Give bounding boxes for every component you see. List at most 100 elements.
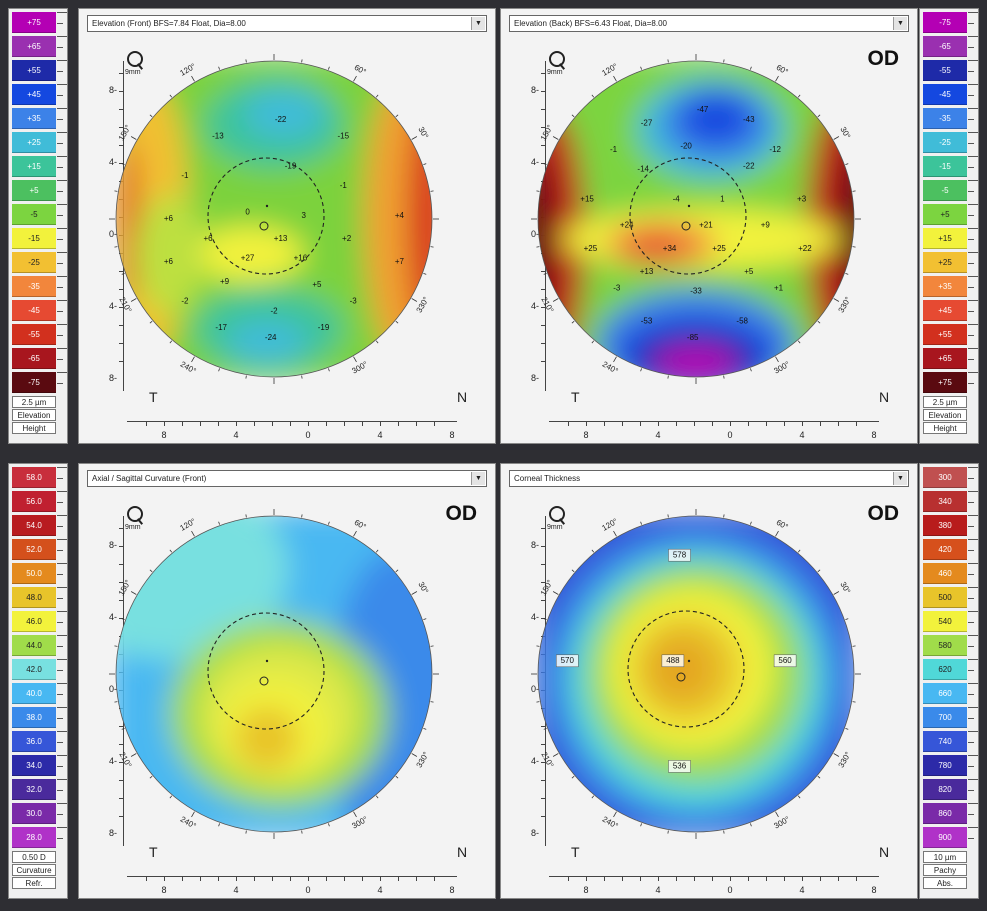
- scale-label-1: Elevation: [923, 409, 967, 421]
- degree-label: 120°: [600, 62, 619, 78]
- apex-marker: [687, 659, 691, 663]
- map-value: +5: [312, 280, 322, 289]
- map-value: +13: [274, 234, 288, 243]
- scale-swatch: +25: [12, 132, 56, 153]
- scale-swatch: -55: [923, 60, 967, 81]
- zoom-label: 9mm: [547, 69, 563, 76]
- panel-elevation-front[interactable]: Elevation (Front) BFS=7.84 Float, Dia=8.…: [78, 8, 496, 444]
- map-value: 488: [666, 656, 680, 665]
- map-type-dropdown[interactable]: Elevation (Back) BFS=6.43 Float, Dia=8.0…: [509, 15, 909, 32]
- radial-tick: [845, 163, 849, 165]
- radial-tick: [191, 530, 195, 537]
- degree-label: 330°: [837, 295, 853, 314]
- topography-map[interactable]: 90°60°30°0°330°300°270°240°210°180°150°1…: [531, 509, 861, 839]
- radial-tick: [411, 136, 418, 140]
- degree-label: 120°: [178, 517, 197, 533]
- apex-marker: [265, 204, 269, 208]
- scale-swatch: -75: [923, 12, 967, 33]
- chevron-down-icon[interactable]: ▼: [471, 17, 485, 30]
- scale-tick: [968, 252, 978, 273]
- scale-tick: [57, 491, 67, 512]
- scale-tick: [968, 803, 978, 824]
- radial-tick: [750, 66, 752, 70]
- scale-tick: [57, 635, 67, 656]
- radial-tick: [613, 530, 617, 537]
- x-tick-label: 4: [377, 430, 383, 440]
- zoom-icon[interactable]: 9mm: [547, 506, 571, 532]
- degree-label: 150°: [117, 578, 133, 597]
- map-value: -14: [637, 165, 649, 174]
- radial-tick: [301, 375, 303, 379]
- map-value: -2: [270, 307, 278, 316]
- y-tick-label: 4-: [108, 157, 117, 167]
- radial-tick: [852, 246, 856, 248]
- radial-tick: [536, 701, 540, 703]
- radial-tick: [591, 795, 595, 799]
- scale-tick: [57, 827, 67, 848]
- scale-swatch: -75: [12, 372, 56, 393]
- scale-swatch: +65: [12, 36, 56, 57]
- x-tick-label: 4: [655, 430, 661, 440]
- map-value: -17: [215, 323, 227, 332]
- zoom-icon[interactable]: 9mm: [125, 51, 149, 77]
- radial-tick: [191, 811, 195, 818]
- scale-tick: [57, 587, 67, 608]
- scale-tick: [57, 348, 67, 369]
- radial-tick: [667, 514, 669, 518]
- radial-tick: [375, 94, 379, 98]
- panel-elevation-back[interactable]: Elevation (Back) BFS=6.43 Float, Dia=8.0…: [500, 8, 918, 444]
- eye-label: OD: [445, 502, 478, 525]
- scale-tick: [57, 228, 67, 249]
- scale-tick: [57, 707, 67, 728]
- radial-tick: [301, 514, 303, 518]
- radial-tick: [817, 775, 821, 779]
- chevron-down-icon[interactable]: ▼: [893, 17, 907, 30]
- zoom-icon[interactable]: 9mm: [125, 506, 149, 532]
- degree-label: 330°: [415, 295, 431, 314]
- scale-tick: [968, 611, 978, 632]
- radial-tick: [245, 375, 247, 379]
- topography-map[interactable]: 90°60°30°0°330°300°270°240°210°180°150°1…: [109, 509, 439, 839]
- map-type-dropdown[interactable]: Elevation (Front) BFS=7.84 Float, Dia=8.…: [87, 15, 487, 32]
- scale-tick: [968, 372, 978, 393]
- map-type-dropdown[interactable]: Corneal Thickness ▼: [509, 470, 909, 487]
- radial-tick: [817, 320, 821, 324]
- scale-tick: [57, 372, 67, 393]
- radial-tick: [775, 811, 779, 818]
- scale-swatch: -55: [12, 324, 56, 345]
- radial-tick: [852, 701, 856, 703]
- chevron-down-icon[interactable]: ▼: [471, 472, 485, 485]
- degree-label: 60°: [775, 63, 790, 77]
- y-tick-label: 0-: [530, 684, 539, 694]
- topography-map[interactable]: 90°60°30°0°330°300°270°240°210°180°150°1…: [109, 54, 439, 384]
- map-type-dropdown[interactable]: Axial / Sagittal Curvature (Front) ▼: [87, 470, 487, 487]
- map-value: -20: [680, 142, 692, 151]
- scale-swatch: 820: [923, 779, 967, 800]
- scale-tick: [57, 563, 67, 584]
- panel-axial-curvature[interactable]: Axial / Sagittal Curvature (Front) ▼ OD 9mm…: [78, 463, 496, 899]
- radial-tick: [723, 830, 725, 834]
- scale-tick: [968, 635, 978, 656]
- radial-tick: [169, 340, 173, 344]
- radial-tick: [149, 569, 153, 573]
- map-value: 3: [301, 211, 306, 220]
- radial-tick: [797, 340, 801, 344]
- x-axis: 8 4 0 4 8: [549, 421, 879, 440]
- chevron-down-icon[interactable]: ▼: [893, 472, 907, 485]
- scale-label-1: Elevation: [12, 409, 56, 421]
- scale-swatch: +35: [12, 108, 56, 129]
- topography-map[interactable]: 90°60°30°0°330°300°270°240°210°180°150°1…: [531, 54, 861, 384]
- radial-tick: [750, 368, 752, 372]
- elevation-scale-right: -75 -65 -55 -45 -35 -25 -15 -5 +5 +15 +25 +35 +45 +55…: [919, 8, 979, 444]
- radial-tick: [833, 753, 840, 757]
- radial-tick: [121, 163, 125, 165]
- x-tick-label: 0: [727, 430, 733, 440]
- radial-tick: [245, 830, 247, 834]
- radial-tick: [301, 59, 303, 63]
- scale-swatch: 540: [923, 611, 967, 632]
- panel-corneal-thickness[interactable]: Corneal Thickness ▼ OD 9mm 8- 4- 0- 4- 8- 8 4 0 4 8 T N…: [500, 463, 918, 899]
- zoom-icon[interactable]: 9mm: [547, 51, 571, 77]
- scale-swatch: 340: [923, 491, 967, 512]
- scale-tick: [57, 755, 67, 776]
- radial-tick: [218, 368, 220, 372]
